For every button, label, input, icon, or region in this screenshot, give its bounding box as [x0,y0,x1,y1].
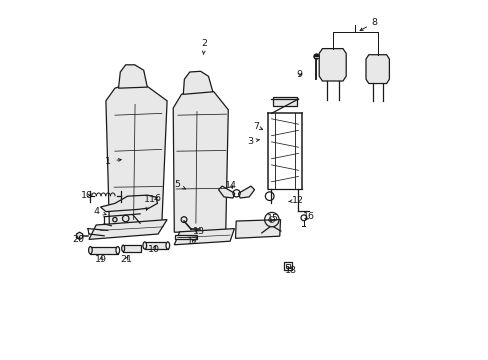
Bar [144,242,167,249]
Text: 9: 9 [296,71,302,80]
Ellipse shape [142,242,146,249]
Text: 8: 8 [359,18,377,31]
Polygon shape [238,186,254,198]
Text: 11: 11 [144,195,156,210]
Polygon shape [118,65,147,88]
Polygon shape [174,229,234,245]
Polygon shape [319,49,346,81]
Polygon shape [101,195,157,212]
Text: 3: 3 [247,137,259,146]
Polygon shape [218,186,234,198]
Bar [283,262,291,270]
Polygon shape [89,220,167,239]
Polygon shape [173,88,228,232]
Bar [123,245,141,252]
Text: 19: 19 [95,255,107,264]
Text: 7: 7 [253,122,262,131]
Polygon shape [76,232,82,239]
Text: 4: 4 [94,207,106,216]
Polygon shape [106,83,167,230]
Text: 17: 17 [187,237,199,246]
Text: 13: 13 [193,228,205,237]
Text: 10: 10 [147,245,160,253]
Text: 2: 2 [201,40,207,54]
Bar [90,247,118,254]
Polygon shape [365,55,388,84]
Text: 1: 1 [105,157,121,166]
Polygon shape [235,220,280,238]
Bar [285,264,289,268]
Text: 12: 12 [288,196,303,205]
Ellipse shape [166,242,169,249]
Ellipse shape [122,245,124,252]
Ellipse shape [88,247,92,254]
Text: 10: 10 [81,191,93,199]
Ellipse shape [116,247,120,254]
Text: 21: 21 [120,255,132,264]
Text: 14: 14 [224,181,236,190]
Circle shape [313,54,318,59]
Text: 16: 16 [302,212,314,221]
Text: 18: 18 [284,266,296,275]
Polygon shape [183,71,212,94]
Text: 20: 20 [72,235,84,244]
Bar [273,97,296,106]
Bar [175,235,197,239]
Text: 15: 15 [266,214,278,223]
Text: 5: 5 [173,180,185,189]
Text: 6: 6 [154,194,160,203]
